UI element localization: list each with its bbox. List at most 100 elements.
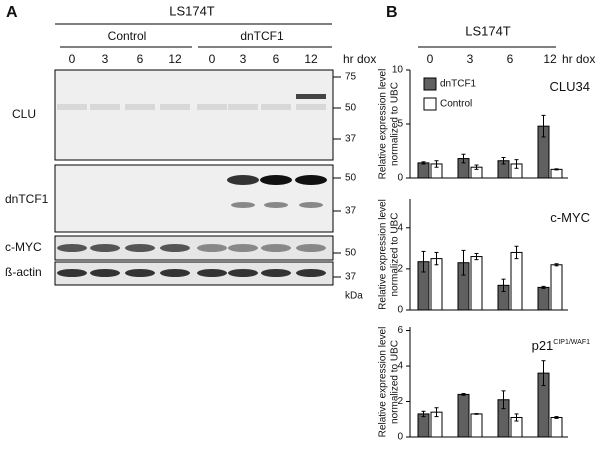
- band: [90, 269, 120, 277]
- band: [197, 104, 227, 110]
- band: [125, 104, 155, 110]
- blot-label: CLU: [12, 107, 36, 121]
- chart-title: p21CIP1/WAF1: [532, 338, 591, 353]
- y-tick-label: 2: [397, 264, 403, 275]
- band: [197, 269, 227, 277]
- band: [90, 244, 120, 252]
- bar: [470, 256, 483, 311]
- marker-label: 50: [345, 103, 357, 114]
- chart-title: CLU34: [550, 79, 590, 94]
- marker-label: 50: [345, 173, 357, 184]
- y-tick-label: 5: [397, 119, 403, 130]
- chart-title-main: CLU34: [550, 79, 590, 94]
- y-tick-label: 0: [397, 432, 403, 443]
- cell-line: LS174T: [169, 3, 215, 18]
- y-axis-label: normalized to UBC: [390, 213, 401, 297]
- y-tick-label: 4: [397, 222, 403, 233]
- band: [228, 104, 258, 110]
- band: [296, 244, 326, 252]
- marker-unit: kDa: [345, 291, 363, 302]
- band: [160, 104, 190, 110]
- chart-title-main: c-MYC: [550, 210, 590, 225]
- blot: [54, 261, 334, 286]
- y-axis-label: normalized to UBC: [390, 340, 401, 424]
- band: [261, 269, 291, 277]
- group-label: dnTCF1: [240, 29, 284, 43]
- bar: [457, 393, 470, 438]
- band: [295, 175, 327, 185]
- lane-time: 6: [137, 52, 144, 66]
- band: [296, 94, 326, 99]
- band: [228, 269, 258, 277]
- x-tick-label: 6: [507, 52, 514, 66]
- bar: [537, 286, 550, 311]
- band: [57, 244, 87, 252]
- y-tick-label: 0: [397, 173, 403, 184]
- marker-label: 75: [345, 72, 357, 83]
- lane-time: 0: [209, 52, 216, 66]
- bar: [550, 416, 563, 438]
- band: [125, 269, 155, 277]
- lane-time: 12: [304, 52, 318, 66]
- band: [90, 104, 120, 110]
- y-axis-label: Relative expression level: [378, 327, 389, 438]
- marker-label: 50: [345, 248, 357, 259]
- y-tick-label: 0: [397, 305, 403, 316]
- time-unit: hr dox: [562, 52, 595, 66]
- band: [261, 104, 291, 110]
- band: [296, 269, 326, 277]
- x-tick-label: 12: [543, 52, 557, 66]
- panel-label: A: [6, 4, 18, 21]
- y-tick-label: 6: [397, 325, 403, 336]
- legend-label: Control: [440, 99, 472, 110]
- y-axis-label: normalized to UBC: [390, 82, 401, 166]
- x-tick-label: 3: [467, 52, 474, 66]
- band: [260, 175, 292, 185]
- blot: [54, 164, 334, 233]
- band: [57, 104, 87, 110]
- band: [264, 202, 288, 208]
- band: [228, 244, 258, 252]
- time-unit: hr dox: [343, 52, 376, 66]
- y-axis-label: Relative expression level: [378, 69, 389, 180]
- y-axis-label: Relative expression level: [378, 199, 389, 310]
- panel-label: B: [386, 4, 398, 21]
- lane-time: 0: [69, 52, 76, 66]
- band: [296, 104, 326, 110]
- bar: [470, 413, 483, 438]
- band: [261, 244, 291, 252]
- band: [231, 202, 255, 208]
- y-tick-label: 2: [397, 396, 403, 407]
- y-tick-label: 10: [392, 65, 404, 76]
- y-tick-label: 4: [397, 361, 403, 372]
- lane-time: 3: [240, 52, 247, 66]
- marker-label: 37: [345, 134, 357, 145]
- bar: [430, 258, 443, 311]
- band: [227, 175, 259, 185]
- lane-time: 12: [168, 52, 182, 66]
- band: [57, 269, 87, 277]
- bar: [510, 251, 523, 311]
- blot-label: ß-actin: [5, 265, 42, 279]
- bar: [417, 162, 430, 179]
- marker-label: 37: [345, 272, 357, 283]
- lane-time: 3: [102, 52, 109, 66]
- band: [299, 202, 323, 208]
- legend-swatch: [423, 97, 437, 111]
- blot: [54, 69, 334, 161]
- lane-time: 6: [273, 52, 280, 66]
- bar: [417, 413, 430, 438]
- band: [125, 244, 155, 252]
- band: [160, 244, 190, 252]
- bar: [550, 168, 563, 179]
- chart-title: c-MYC: [550, 210, 590, 225]
- cell-line: LS174T: [465, 23, 511, 38]
- bar: [550, 264, 563, 311]
- x-tick-label: 0: [427, 52, 434, 66]
- band: [197, 244, 227, 252]
- legend-label: dnTCF1: [440, 79, 477, 90]
- marker-label: 37: [345, 206, 357, 217]
- chart-title-sup: CIP1/WAF1: [553, 339, 590, 346]
- blot-label: c-MYC: [5, 240, 42, 254]
